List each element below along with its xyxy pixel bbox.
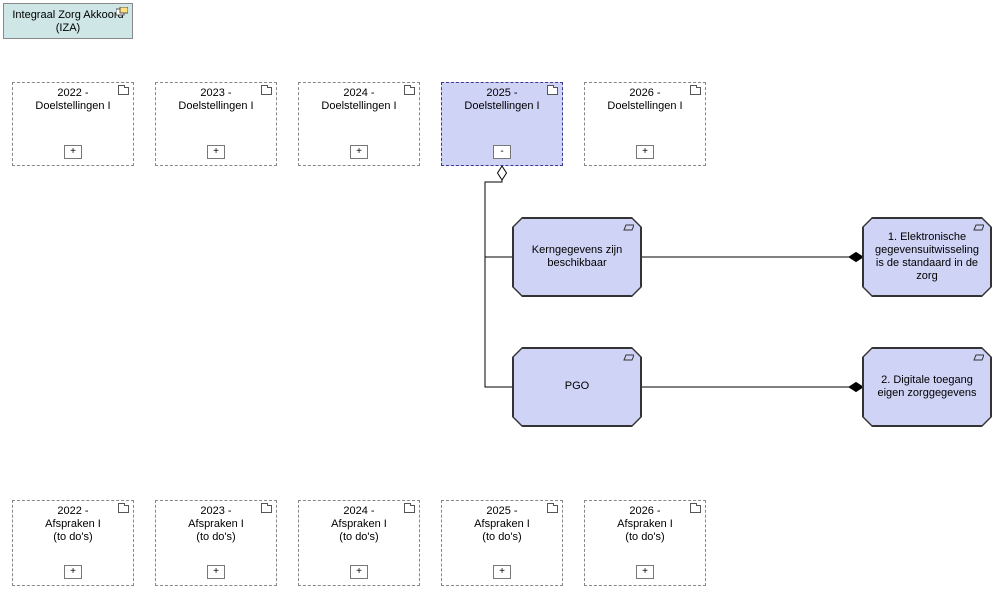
folder-icon (547, 87, 558, 95)
model-icon (116, 7, 128, 17)
folder-icon (118, 87, 129, 95)
goal-label: 2. Digitale toegang eigen zorggegevens (874, 374, 980, 400)
doelstellingen-folder-2023[interactable]: 2023 -Doelstellingen I + (155, 82, 277, 166)
goal-label: Kerngegevens zijn beschikbaar (524, 244, 630, 270)
folder-label: 2024 -Doelstellingen I (299, 87, 419, 113)
afspraken-folder-2026[interactable]: 2026 -Afspraken I(to do's) + (584, 500, 706, 586)
goal-node-kerngegevens[interactable]: Kerngegevens zijn beschikbaar (513, 218, 641, 296)
model-header-iza[interactable]: Integraal Zorg Akkoord (IZA) (3, 3, 133, 39)
afspraken-folder-2025[interactable]: 2025 -Afspraken I(to do's) + (441, 500, 563, 586)
folder-label: 2022 -Doelstellingen I (13, 87, 133, 113)
folder-icon (261, 505, 272, 513)
model-header-label: Integraal Zorg Akkoord (IZA) (10, 9, 126, 35)
goal-label: 1. Elektronische gegevensuitwisseling is… (874, 231, 980, 284)
folder-label: 2024 -Afspraken I(to do's) (299, 505, 419, 545)
goal-type-icon (622, 224, 634, 231)
afspraken-folder-2022[interactable]: 2022 -Afspraken I(to do's) + (12, 500, 134, 586)
folder-label: 2023 -Doelstellingen I (156, 87, 276, 113)
afspraken-folder-2024[interactable]: 2024 -Afspraken I(to do's) + (298, 500, 420, 586)
folder-icon (261, 87, 272, 95)
expand-button[interactable]: + (207, 145, 225, 159)
expand-button[interactable]: + (350, 565, 368, 579)
afspraken-folder-2023[interactable]: 2023 -Afspraken I(to do's) + (155, 500, 277, 586)
folder-label: 2025 -Doelstellingen I (442, 87, 562, 113)
goal-type-icon (972, 224, 984, 231)
expand-button[interactable]: + (207, 565, 225, 579)
doelstellingen-folder-2024[interactable]: 2024 -Doelstellingen I + (298, 82, 420, 166)
expand-button[interactable]: + (493, 565, 511, 579)
folder-icon (404, 505, 415, 513)
goal-node-elektronisch[interactable]: 1. Elektronische gegevensuitwisseling is… (863, 218, 991, 296)
expand-button[interactable]: + (64, 565, 82, 579)
folder-label: 2026 -Doelstellingen I (585, 87, 705, 113)
goal-node-pgo[interactable]: PGO (513, 348, 641, 426)
goal-type-icon (972, 354, 984, 361)
goal-node-digitale[interactable]: 2. Digitale toegang eigen zorggegevens (863, 348, 991, 426)
doelstellingen-folder-2025[interactable]: 2025 -Doelstellingen I - (441, 82, 563, 166)
expand-button[interactable]: + (636, 145, 654, 159)
diagram-canvas: Integraal Zorg Akkoord (IZA) 2022 -Doels… (0, 0, 998, 597)
folder-label: 2022 -Afspraken I(to do's) (13, 505, 133, 545)
expand-button[interactable]: - (493, 145, 511, 159)
folder-icon (690, 505, 701, 513)
goal-type-icon (622, 354, 634, 361)
expand-button[interactable]: + (636, 565, 654, 579)
folder-icon (547, 505, 558, 513)
doelstellingen-folder-2022[interactable]: 2022 -Doelstellingen I + (12, 82, 134, 166)
doelstellingen-folder-2026[interactable]: 2026 -Doelstellingen I + (584, 82, 706, 166)
folder-icon (118, 505, 129, 513)
expand-button[interactable]: + (64, 145, 82, 159)
folder-icon (404, 87, 415, 95)
folder-label: 2026 -Afspraken I(to do's) (585, 505, 705, 545)
expand-button[interactable]: + (350, 145, 368, 159)
folder-label: 2025 -Afspraken I(to do's) (442, 505, 562, 545)
folder-icon (690, 87, 701, 95)
folder-label: 2023 -Afspraken I(to do's) (156, 505, 276, 545)
goal-label: PGO (565, 380, 589, 393)
